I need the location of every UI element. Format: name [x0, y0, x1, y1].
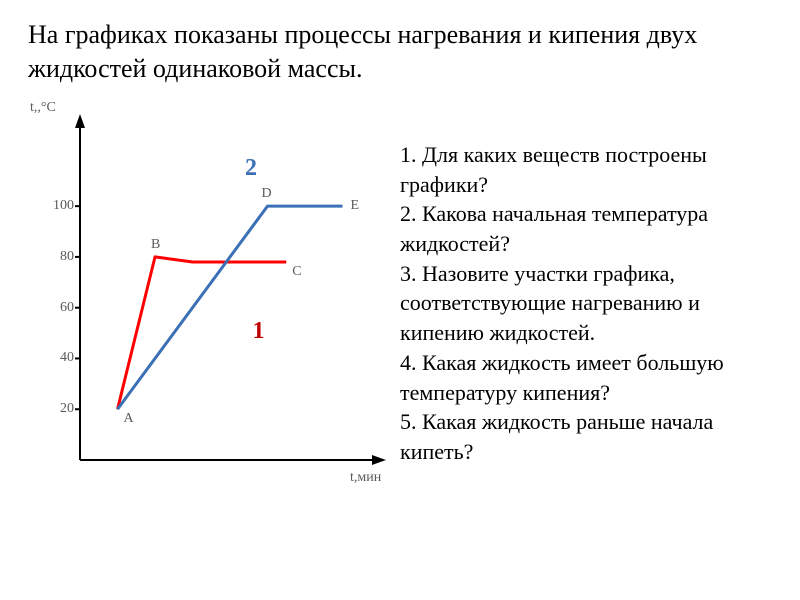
page-title: На графиках показаны процессы нагревания…: [28, 18, 772, 86]
question-2: 2. Какова начальная температура жидкосте…: [400, 199, 780, 258]
point-label-E: E: [351, 198, 360, 214]
question-1: 1. Для каких веществ построены графики?: [400, 140, 780, 199]
y-tick: 40: [46, 350, 74, 366]
point-label-D: D: [262, 186, 272, 202]
chart-area: t,,°C t,мин 20 40 60 80 100 A B C D E 1 2: [20, 100, 390, 500]
point-label-A: A: [124, 411, 134, 427]
y-tick: 20: [46, 401, 74, 417]
y-tick: 60: [46, 300, 74, 316]
y-tick: 100: [46, 198, 74, 214]
question-3: 3. Назовите участки графика, соответству…: [400, 259, 780, 348]
point-label-C: C: [292, 264, 301, 280]
point-label-B: B: [151, 237, 160, 253]
y-axis-label: t,,°C: [30, 100, 56, 116]
questions-block: 1. Для каких веществ построены графики? …: [400, 140, 780, 467]
question-4: 4. Какая жидкость имеет большую температ…: [400, 348, 780, 407]
y-tick: 80: [46, 249, 74, 265]
chart-svg: [20, 100, 390, 500]
x-axis-label: t,мин: [350, 470, 381, 486]
series-label-1: 1: [253, 318, 265, 345]
series-label-2: 2: [245, 155, 257, 182]
question-5: 5. Какая жидкость раньше начала кипеть?: [400, 407, 780, 466]
